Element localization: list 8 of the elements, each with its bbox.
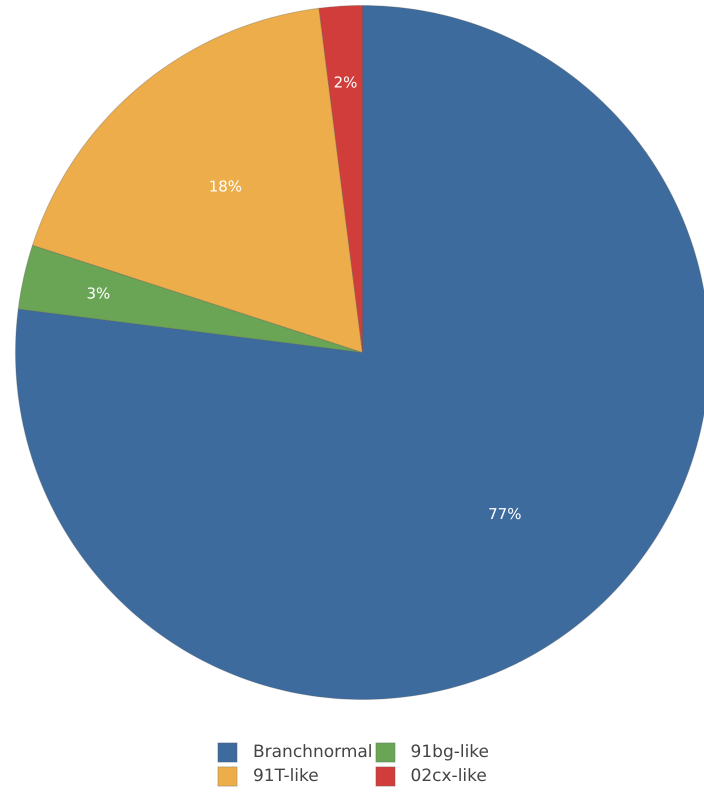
legend-label: 91T-like — [252, 766, 319, 786]
legend-label: Branchnormal — [252, 742, 373, 762]
legend-label: 91bg-like — [410, 742, 490, 762]
data-label: 18% — [208, 178, 242, 196]
data-label: 77% — [488, 504, 522, 523]
legend-label: 02cx-like — [410, 766, 487, 786]
data-label: 3% — [86, 284, 110, 302]
data-label: 2% — [334, 73, 358, 92]
